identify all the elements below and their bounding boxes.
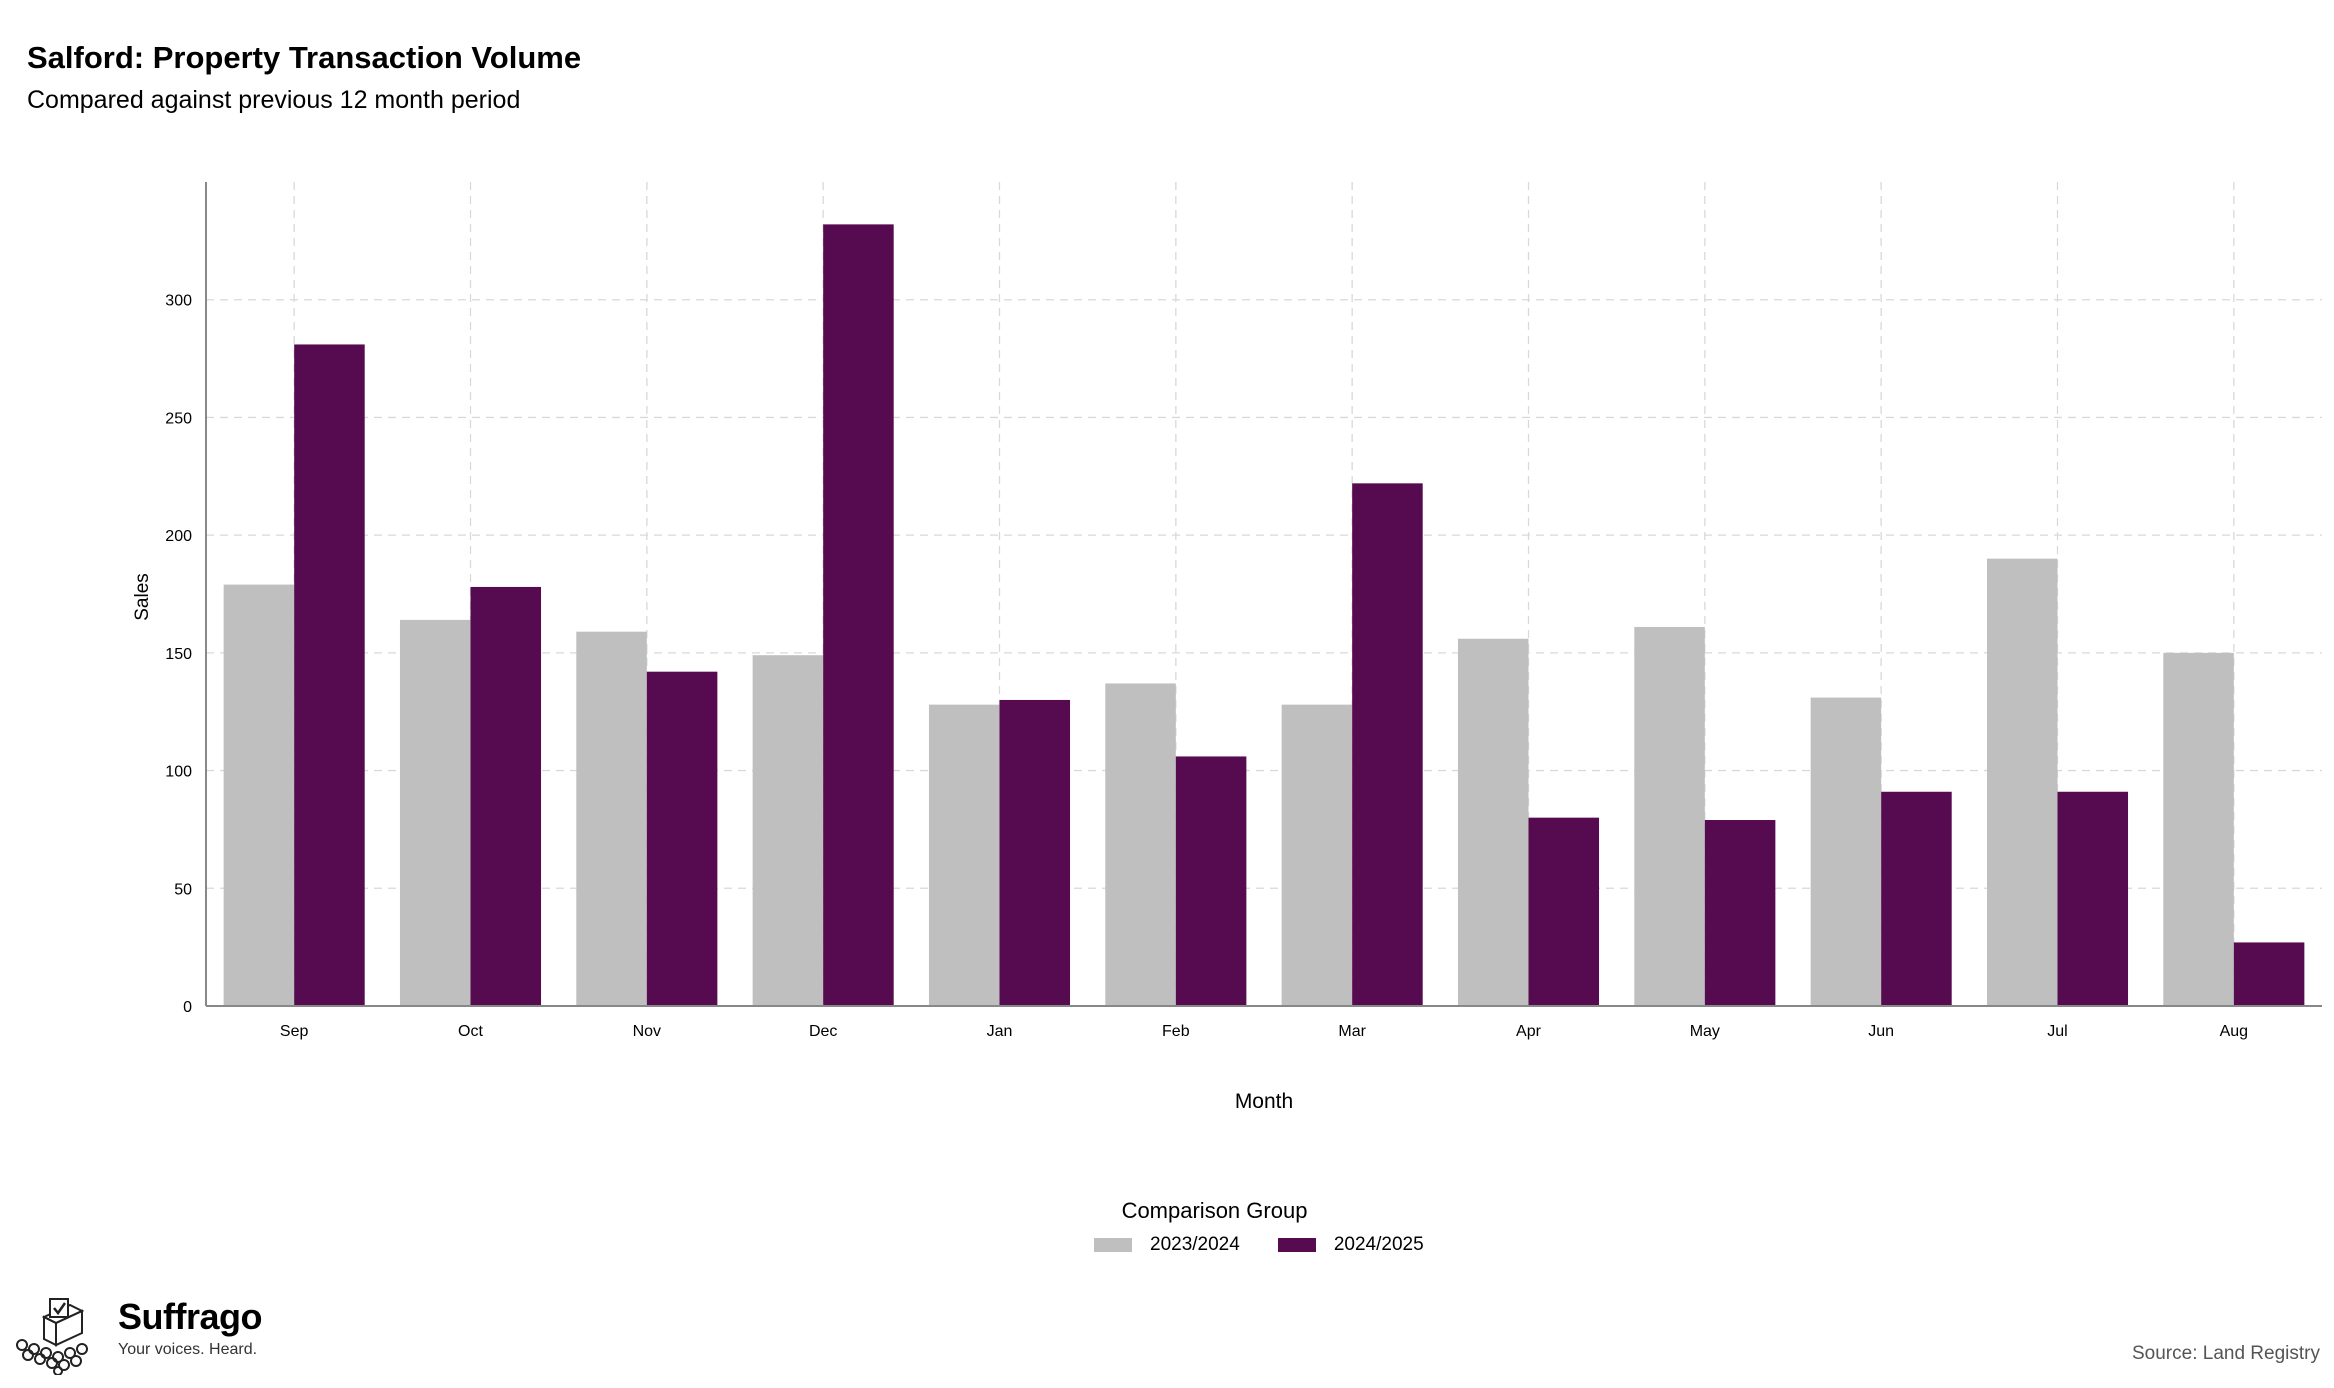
- bar-2024-2025-mar: [1352, 483, 1423, 1006]
- bar-2023-2024-mar: [1281, 704, 1353, 1006]
- x-tick-label: Oct: [458, 1023, 483, 1040]
- x-tick-label: Sep: [280, 1023, 309, 1040]
- bar-2024-2025-sep: [294, 344, 365, 1007]
- bar-2023-2024-oct: [399, 619, 471, 1006]
- x-tick-label: May: [1690, 1023, 1720, 1040]
- x-tick-label: Aug: [2220, 1023, 2248, 1040]
- bar-2024-2025-jun: [1881, 791, 1952, 1006]
- x-tick-label: Mar: [1338, 1023, 1366, 1040]
- y-tick-label: 200: [165, 528, 192, 545]
- legend-item-2023-2024: 2023/2024: [1094, 1234, 1240, 1256]
- y-tick-label: 0: [183, 999, 192, 1016]
- bar-2024-2025-nov: [646, 671, 718, 1006]
- y-tick-label: 150: [165, 646, 192, 663]
- x-tick-label: Feb: [1162, 1023, 1190, 1040]
- chart-subtitle: Compared against previous 12 month perio…: [27, 86, 521, 114]
- legend-label-2024-2025: 2024/2025: [1333, 1234, 1424, 1255]
- y-tick-label: 50: [174, 881, 192, 898]
- source-note: Source: Land Registry: [2132, 1343, 2320, 1364]
- chart-title: Salford: Property Transaction Volume: [27, 40, 582, 75]
- bar-2023-2024-jun: [1810, 697, 1882, 1006]
- legend-item-2024-2025: 2024/2025: [1277, 1234, 1424, 1256]
- y-tick-label: 300: [165, 293, 192, 310]
- x-axis-label: Month: [1235, 1090, 1293, 1113]
- bar-2023-2024-may: [1634, 626, 1705, 1006]
- y-tick-label: 250: [165, 410, 192, 427]
- brand-logo: Suffrago Your voices. Heard.: [14, 1295, 263, 1375]
- y-tick-label: 100: [165, 764, 192, 781]
- legend: Comparison Group 2023/2024 2024/2025: [0, 1198, 2334, 1255]
- axes: [205, 182, 2322, 1007]
- bar-2024-2025-jan: [999, 699, 1071, 1006]
- x-tick-label: Nov: [633, 1023, 661, 1040]
- bar-2023-2024-apr: [1457, 638, 1529, 1006]
- bar-2023-2024-sep: [223, 584, 295, 1006]
- bar-2023-2024-jul: [1986, 558, 2058, 1006]
- ballot-box-icon: [16, 1298, 88, 1375]
- bar-2024-2025-may: [1704, 820, 1776, 1006]
- x-tick-label: Jan: [987, 1023, 1013, 1040]
- x-tick-label: Jun: [1868, 1023, 1894, 1040]
- x-tick-label: Dec: [809, 1023, 837, 1040]
- brand-tagline: Your voices. Heard.: [118, 1341, 258, 1358]
- legend-label-2023-2024: 2023/2024: [1150, 1234, 1240, 1255]
- legend-title: Comparison Group: [1121, 1198, 1308, 1223]
- bar-2024-2025-aug: [2233, 942, 2305, 1006]
- y-axis-label: Sales: [132, 573, 153, 621]
- bar-2024-2025-jul: [2057, 791, 2129, 1006]
- brand-text: Suffrago Your voices. Heard.: [118, 1295, 263, 1359]
- legend-items: 2023/2024 2024/2025: [1094, 1234, 1424, 1256]
- bar-2024-2025-feb: [1175, 756, 1247, 1006]
- tick-labels: 0 50 100 150 200 250 300 Sep Oct Nov Dec Jan Feb Mar A…: [165, 293, 2248, 1040]
- x-tick-label: Apr: [1516, 1023, 1542, 1040]
- bars: [223, 224, 2305, 1007]
- legend-swatch-2024-2025: [1277, 1238, 1316, 1252]
- brand-name: Suffrago: [118, 1296, 263, 1337]
- bar-2023-2024-dec: [752, 655, 824, 1006]
- bar-2024-2025-oct: [470, 586, 542, 1006]
- legend-swatch-2023-2024: [1094, 1238, 1132, 1252]
- bar-2023-2024-feb: [1105, 683, 1176, 1006]
- bar-2023-2024-aug: [2163, 652, 2234, 1006]
- bar-2023-2024-jan: [928, 704, 1000, 1006]
- bar-2024-2025-apr: [1528, 817, 1600, 1006]
- bar-2023-2024-nov: [576, 631, 647, 1006]
- bar-2024-2025-dec: [823, 224, 894, 1006]
- x-tick-label: Jul: [2047, 1023, 2067, 1040]
